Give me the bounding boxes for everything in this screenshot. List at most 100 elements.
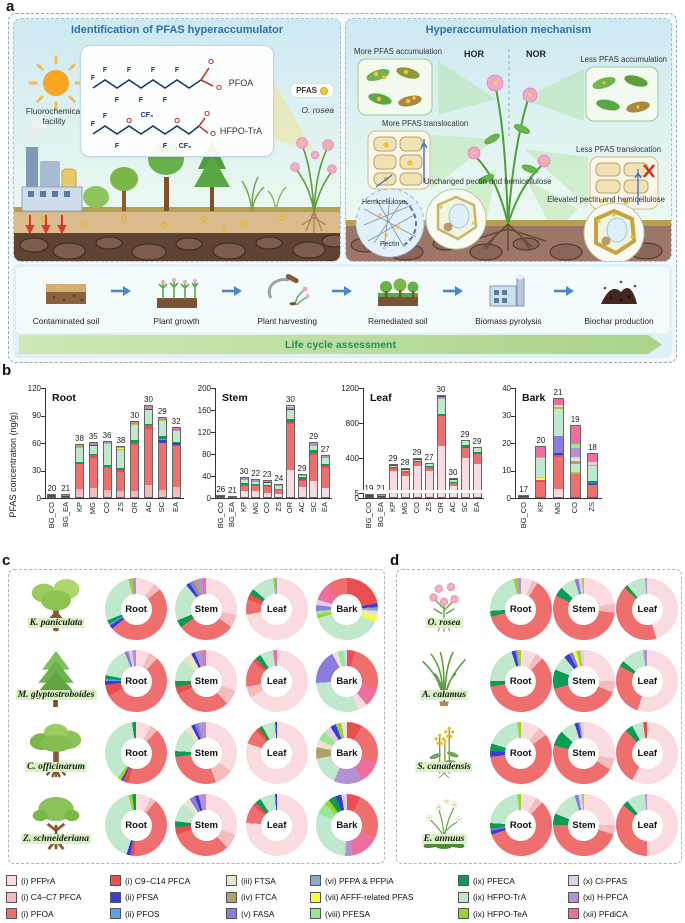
- bar-segment-c9c14: [310, 453, 318, 456]
- legend-label: (xi) H-PFCA: [583, 892, 629, 902]
- donut-leaf: Leaf: [616, 650, 679, 712]
- bar-count-label: 28: [400, 457, 410, 467]
- species-name: Z. schneideriana: [21, 834, 91, 844]
- bar-segment-pfdica: [553, 398, 563, 405]
- donut-cell: Stem: [171, 578, 241, 640]
- identification-title: Identification of PFAS hyperaccumulator: [70, 24, 284, 36]
- bar-segment-h_pfca: [437, 397, 445, 400]
- lifecycle-step-icon: [155, 274, 199, 315]
- donut-stem: Stem: [552, 650, 615, 712]
- donut-leaf: Leaf: [616, 578, 679, 640]
- stacked-bar-BG_CO: [47, 494, 57, 498]
- bar-segment-hfpo_tra: [275, 486, 283, 489]
- less-translocation-box-icon: [589, 156, 659, 210]
- x-tick-label-BG_CO: BG_CO: [364, 502, 373, 529]
- svg-text:CF₃: CF₃: [141, 112, 154, 119]
- species-name: C. officinarum: [25, 762, 87, 772]
- y-tick-mark: [511, 388, 515, 389]
- legend-swatch-icon: [568, 875, 579, 886]
- lifecycle-step-icon: [376, 274, 420, 315]
- elevated-cell-icon: [583, 202, 645, 261]
- legend-label: (ii) PFOS: [125, 908, 160, 919]
- bar-segment-c9c14: [553, 454, 563, 457]
- legend-label: (i) PFPrA: [21, 875, 56, 886]
- bar-count-label: 20: [536, 435, 546, 445]
- bar-segment-hfpo_tea: [587, 464, 597, 467]
- bar-count-label: 19: [364, 484, 374, 494]
- donut-center-label: Leaf: [631, 665, 663, 697]
- bar-segment-pfsa: [76, 463, 83, 465]
- bar-segment-pfsa: [158, 440, 166, 443]
- species-plant-icon: [28, 648, 84, 715]
- x-tick-label-SC: SC: [308, 502, 318, 513]
- bar-count-label: 38: [116, 435, 126, 445]
- bar-segment-hfpo_tea: [103, 443, 111, 445]
- legend-swatch-icon: [226, 875, 237, 886]
- donut-cell: Root: [101, 794, 171, 856]
- bar-segment-pfpra: [298, 486, 306, 497]
- bar-segment-hfpo_tra: [449, 479, 457, 482]
- donut-center-label: Root: [120, 809, 152, 841]
- bar-segment-bg: [437, 396, 445, 398]
- y-tick-label: 800: [345, 418, 359, 428]
- lifecycle-step-label: Plant harvesting: [257, 315, 317, 326]
- panel-d-label: d: [390, 552, 400, 569]
- bar-count-label: 18: [587, 442, 597, 452]
- x-tick-label-BG_EA: BG_EA: [227, 502, 237, 528]
- legend-item: (i) PFPrA: [6, 873, 110, 888]
- bar-count-label: 38: [75, 433, 84, 443]
- svg-text:CF₃: CF₃: [179, 143, 192, 150]
- bar-segment-h_pfca: [158, 418, 166, 420]
- y-tick-mark: [41, 470, 45, 472]
- chart-title: Stem: [222, 392, 248, 404]
- bar-count-label: 21: [61, 484, 71, 494]
- bar-segment-pfoa: [89, 458, 97, 488]
- legend-item: (ix) PFECA: [458, 873, 568, 888]
- bar-segment-ftsa: [252, 481, 260, 483]
- bar-segment-pfpra: [286, 469, 294, 497]
- bar-segment-pfeca: [172, 442, 180, 444]
- mechanism-title: Hyperaccumulation mechanism: [425, 24, 592, 36]
- legend-item: (ix) HFPO-TeA: [458, 906, 568, 921]
- y-tick-mark: [359, 388, 363, 389]
- x-tick-label-BG_EA: BG_EA: [376, 502, 385, 528]
- bar-segment-h_pfca: [275, 485, 283, 486]
- legend-item: (i) C4–C7 PFCA: [6, 890, 110, 905]
- bar-segment-bg: [217, 496, 225, 497]
- legend-label: (vi) PFPA & PFPiA: [325, 875, 394, 886]
- donut-stem: Stem: [175, 578, 238, 640]
- bar-segment-pfoa: [158, 442, 166, 490]
- svg-text:F: F: [103, 113, 108, 120]
- y-tick-mark: [41, 443, 45, 444]
- donut-center-label: Root: [505, 809, 537, 841]
- x-tick-label-ZS: ZS: [424, 502, 433, 512]
- legend-swatch-icon: [458, 875, 469, 886]
- bar-segment-pfoa: [286, 423, 294, 470]
- bar-segment-c9c14: [240, 484, 248, 486]
- legend-label: (vii) AFFF-related PFAS: [325, 892, 414, 902]
- x-tick-label-AC: AC: [448, 502, 457, 513]
- y-tick-mark: [511, 470, 515, 472]
- donut-bark: Bark: [315, 578, 378, 640]
- bar-segment-pfeca: [275, 488, 283, 490]
- bar-segment-bg: [365, 495, 373, 497]
- y-tick-label: 80: [202, 449, 211, 459]
- stacked-bar-ZS: [424, 463, 434, 498]
- bar-count-label: 24: [274, 474, 284, 484]
- svg-text:F: F: [103, 67, 108, 74]
- donut-cell: Bark: [312, 650, 382, 712]
- bar-segment-hfpo_tra: [158, 421, 166, 436]
- stacked-bar-KP: [388, 464, 398, 498]
- bar-segment-pfpra: [310, 480, 318, 497]
- lifecycle-step-icon: [597, 274, 641, 315]
- bar-count-label: 19: [570, 415, 580, 425]
- bar-segment-h_pfca: [286, 407, 294, 410]
- bar-segment-pfoa: [310, 455, 318, 481]
- chart-title: Bark: [522, 392, 546, 404]
- plot-area: [215, 388, 332, 499]
- stacked-bar-OR: [285, 404, 295, 498]
- stacked-bar-EA: [171, 427, 181, 498]
- bar-segment-pfpra: [252, 491, 260, 497]
- donut-root: Root: [489, 794, 552, 856]
